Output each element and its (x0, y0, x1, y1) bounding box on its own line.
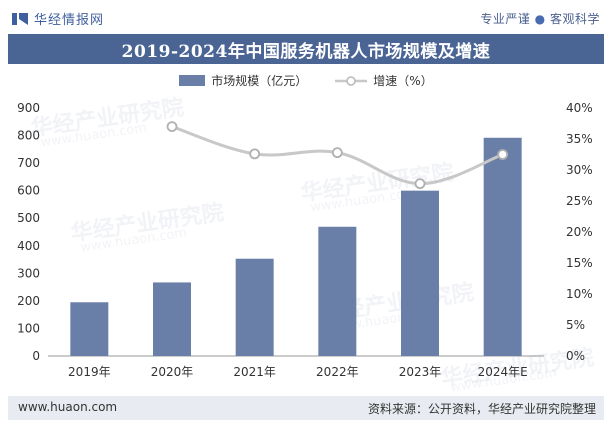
footer-source: 资料来源：公开资料，华经产业研究院整理 (367, 402, 596, 416)
bar (483, 137, 522, 356)
legend-line-label: 增速（%） (373, 74, 433, 88)
growth-point (414, 178, 426, 190)
y-right-tick-label: 5% (566, 318, 585, 332)
x-tick-label: 2019年 (68, 365, 111, 379)
y-right-tick-label: 20% (566, 225, 593, 239)
y-right-tick-label: 25% (566, 194, 593, 208)
growth-point (331, 147, 343, 159)
brand-name: 华经情报网 (34, 13, 105, 28)
footer: www.huaon.com 资料来源：公开资料，华经产业研究院整理 (8, 396, 604, 420)
footer-site: www.huaon.com (18, 400, 118, 414)
bar (318, 226, 357, 356)
y-left-tick-label: 300 (17, 266, 40, 280)
y-left-tick-label: 200 (17, 294, 40, 308)
title-bar: 2019-2024年中国服务机器人市场规模及增速 (8, 34, 604, 64)
y-left-tick-label: 400 (17, 239, 40, 253)
bar (70, 302, 109, 356)
y-right-tick-label: 30% (566, 163, 593, 177)
slogan: 专业严谨 ● 客观科学 (480, 10, 600, 27)
growth-point (249, 148, 261, 160)
x-tick-label: 2022年 (316, 365, 359, 379)
growth-point (166, 121, 178, 132)
y-right-tick-label: 10% (566, 287, 593, 301)
x-tick-label: 2020年 (151, 365, 194, 379)
brand: 华经情报网 (12, 9, 104, 28)
legend-line-swatch (335, 75, 368, 86)
y-left-tick-label: 600 (17, 184, 40, 198)
legend-bar-label: 市场规模（亿元） (211, 74, 308, 88)
chart-legend: 市场规模（亿元） 增速（%） (0, 72, 612, 89)
y-left-tick-label: 900 (17, 101, 40, 115)
y-left-tick-label: 700 (17, 156, 40, 170)
x-tick-label: 2021年 (233, 365, 276, 379)
y-left-tick-label: 800 (17, 129, 40, 143)
brand-logo-icon (12, 12, 28, 25)
y-left-tick-label: 500 (17, 211, 40, 225)
chart-title: 2019-2024年中国服务机器人市场规模及增速 (121, 41, 491, 62)
bar (401, 190, 439, 356)
bar (235, 258, 274, 356)
legend-item-bar: 市场规模（亿元） (179, 72, 307, 89)
legend-bar-swatch (179, 75, 206, 86)
x-tick-label: 2023年 (399, 365, 442, 379)
y-right-tick-label: 40% (566, 101, 593, 115)
x-tick-label: 2024年E (478, 365, 528, 379)
legend-item-line: 增速（%） (335, 72, 433, 89)
y-right-tick-label: 35% (566, 132, 593, 146)
y-right-tick-label: 15% (566, 256, 593, 270)
bar (153, 282, 191, 356)
slogan-separator: ● (534, 12, 546, 26)
y-left-tick-label: 0 (32, 349, 40, 363)
y-left-tick-label: 100 (17, 321, 40, 335)
growth-point (497, 149, 509, 160)
top-bar: 华经情报网 专业严谨 ● 客观科学 (0, 0, 612, 34)
slogan-right: 客观科学 (549, 12, 600, 26)
y-right-tick-label: 0% (566, 349, 585, 363)
slogan-left: 专业严谨 (480, 12, 531, 26)
